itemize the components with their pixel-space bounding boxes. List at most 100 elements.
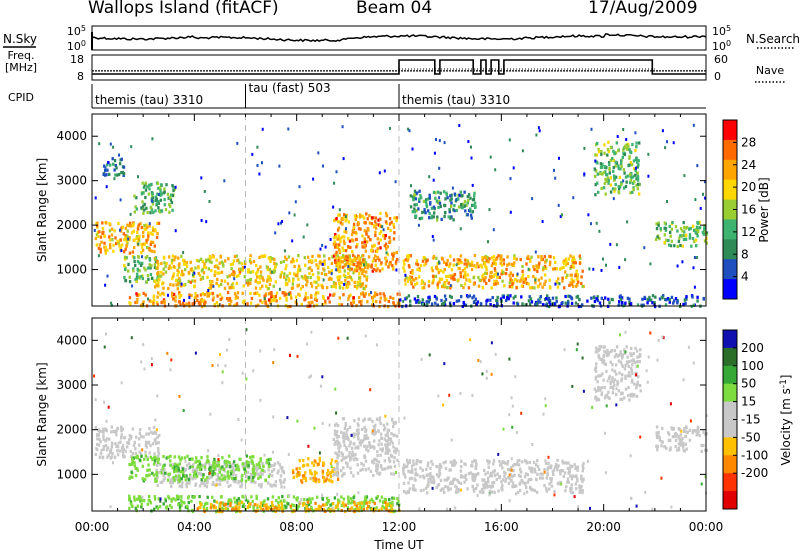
scatter-cell [597, 385, 600, 390]
scatter-cell [493, 261, 496, 265]
scatter-cell [386, 226, 390, 230]
scatter-cell [339, 275, 342, 279]
scatter-cell [435, 256, 438, 260]
scatter-cell [180, 503, 183, 508]
scatter-cell [283, 506, 287, 510]
scatter-cell [432, 190, 436, 194]
scatter-cell [696, 230, 700, 234]
scatter-cell [332, 281, 336, 285]
scatter-cell [576, 465, 580, 469]
scatter-cell [151, 226, 155, 230]
scatter-cell [460, 465, 463, 469]
scatter-cell [148, 299, 152, 303]
scatter-cell [333, 219, 336, 223]
scatter-cell [550, 484, 554, 488]
scatter-cell [435, 464, 439, 469]
scatter-cell [159, 274, 163, 278]
scatter-cell [680, 429, 683, 433]
scatter-cell [685, 295, 688, 299]
scatter-cell [144, 268, 147, 272]
scatter-cell [379, 447, 382, 451]
scatter-cell [614, 182, 617, 187]
scatter-cell [388, 235, 391, 240]
scatter-cell [357, 491, 360, 495]
scatter-cell [202, 481, 205, 485]
scatter-cell [449, 198, 452, 202]
scatter-cell [223, 286, 227, 290]
scatter-cell [511, 273, 514, 277]
scatter-cell [545, 476, 548, 480]
scatter-cell [187, 466, 191, 470]
scatter-cell [676, 448, 679, 452]
scatter-cell [152, 473, 156, 477]
scatter-cell [467, 193, 471, 197]
scatter-cell [160, 192, 163, 196]
scatter-cell [227, 476, 230, 480]
scatter-cell [179, 303, 182, 307]
scatter-cell [447, 488, 450, 492]
scatter-cell [374, 457, 377, 461]
scatter-cell [374, 230, 377, 234]
power-scatter-cells [93, 123, 709, 309]
scatter-cell [274, 484, 277, 488]
scatter-cell [362, 216, 366, 220]
scatter-cell [633, 173, 637, 177]
scatter-cell [308, 375, 311, 379]
scatter-cell [656, 358, 659, 362]
scatter-cell [478, 490, 482, 494]
scatter-cell [384, 242, 388, 246]
scatter-cell [510, 396, 513, 400]
scatter-cell [636, 187, 639, 191]
scatter-cell [460, 488, 463, 492]
scatter-cell [369, 417, 372, 421]
scatter-cell [98, 230, 101, 234]
scatter-cell [665, 238, 668, 242]
scatter-cell [173, 467, 176, 471]
scatter-cell [380, 507, 383, 511]
scatter-cell [350, 267, 353, 271]
scatter-cell [571, 263, 575, 267]
velocity-panel-bg [92, 318, 706, 511]
scatter-cell [348, 268, 352, 272]
scatter-cell [449, 262, 452, 266]
scatter-cell [194, 472, 198, 476]
scatter-cell [336, 452, 339, 456]
scatter-cell [327, 265, 330, 269]
scatter-cell [133, 238, 136, 242]
scatter-cell [256, 275, 259, 279]
scatter-cell [178, 479, 182, 483]
scatter-cell [617, 303, 620, 307]
scatter-cell [372, 223, 376, 228]
scatter-cell [215, 301, 219, 305]
scatter-cell [243, 275, 246, 279]
scatter-cell [404, 275, 408, 279]
scatter-cell [418, 275, 421, 279]
scatter-cell [548, 487, 551, 491]
scatter-cell [159, 270, 163, 274]
scatter-cell [390, 504, 393, 508]
scatter-cell [469, 207, 472, 211]
scatter-cell [291, 257, 295, 261]
scatter-cell [150, 208, 154, 212]
scatter-cell [388, 262, 391, 266]
scatter-cell [542, 266, 545, 270]
scatter-cell [251, 471, 255, 475]
scatter-cell [412, 195, 415, 199]
scatter-cell [163, 261, 166, 265]
scatter-cell [352, 230, 355, 234]
scatter-cell [692, 266, 695, 270]
scatter-cell [114, 236, 117, 240]
scatter-cell [630, 359, 633, 363]
scatter-cell [651, 301, 654, 305]
scatter-cell [534, 302, 537, 306]
scatter-cell [115, 428, 118, 432]
scatter-cell [139, 222, 142, 226]
scatter-cell [354, 230, 357, 234]
scatter-cell [358, 440, 361, 445]
scatter-cell [322, 508, 325, 512]
freq-label: Freq. [7, 49, 34, 62]
scatter-cell [372, 429, 376, 433]
scatter-cell [682, 302, 685, 306]
scatter-cell [465, 278, 468, 282]
scatter-cell [379, 292, 382, 296]
